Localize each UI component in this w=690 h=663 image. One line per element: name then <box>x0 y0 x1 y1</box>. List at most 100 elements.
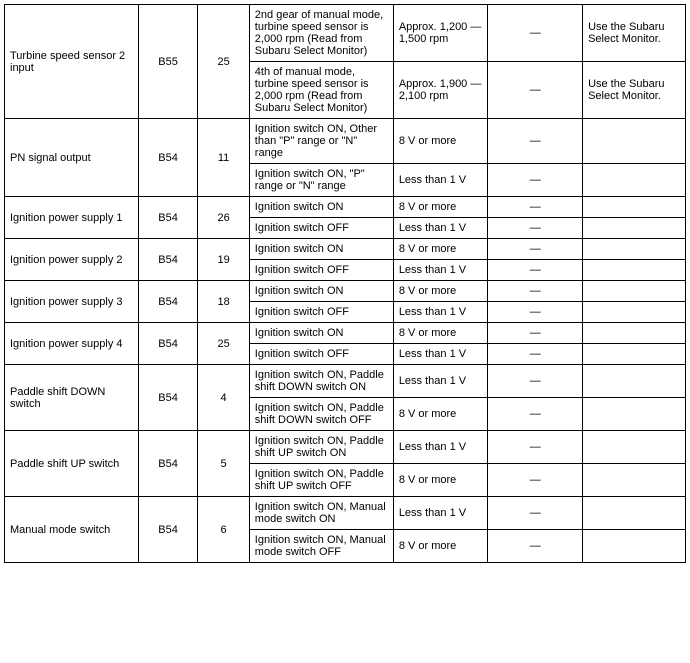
note-cell <box>583 344 686 365</box>
spec-cell: Less than 1 V <box>393 164 488 197</box>
spec-cell: Approx. 1,200 — 1,500 rpm <box>393 5 488 62</box>
condition-cell: Ignition switch ON <box>249 239 393 260</box>
resistance-cell: — <box>488 302 583 323</box>
spec-cell: Approx. 1,900 — 2,100 rpm <box>393 62 488 119</box>
connector-cell: B54 <box>138 431 198 497</box>
resistance-cell: — <box>488 239 583 260</box>
note-cell <box>583 119 686 164</box>
note-cell <box>583 323 686 344</box>
resistance-cell: — <box>488 464 583 497</box>
spec-cell: 8 V or more <box>393 281 488 302</box>
condition-cell: Ignition switch OFF <box>249 302 393 323</box>
table-row: Turbine speed sensor 2 inputB55252nd gea… <box>5 5 686 62</box>
resistance-cell: — <box>488 281 583 302</box>
condition-cell: Ignition switch ON, "P" range or "N" ran… <box>249 164 393 197</box>
terminal-cell: 26 <box>198 197 249 239</box>
note-cell <box>583 398 686 431</box>
resistance-cell: — <box>488 260 583 281</box>
connector-cell: B54 <box>138 365 198 431</box>
resistance-cell: — <box>488 197 583 218</box>
spec-cell: 8 V or more <box>393 197 488 218</box>
note-cell: Use the Subaru Select Monitor. <box>583 62 686 119</box>
note-cell <box>583 464 686 497</box>
resistance-cell: — <box>488 5 583 62</box>
table-row: Paddle shift UP switchB545Ignition switc… <box>5 431 686 464</box>
spec-cell: Less than 1 V <box>393 365 488 398</box>
note-cell <box>583 197 686 218</box>
terminal-cell: 25 <box>198 323 249 365</box>
connector-cell: B54 <box>138 281 198 323</box>
spec-cell: Less than 1 V <box>393 497 488 530</box>
resistance-cell: — <box>488 530 583 563</box>
condition-cell: Ignition switch ON, Paddle shift DOWN sw… <box>249 398 393 431</box>
resistance-cell: — <box>488 62 583 119</box>
resistance-cell: — <box>488 344 583 365</box>
condition-cell: Ignition switch OFF <box>249 260 393 281</box>
condition-cell: Ignition switch ON, Other than "P" range… <box>249 119 393 164</box>
terminal-cell: 18 <box>198 281 249 323</box>
resistance-cell: — <box>488 398 583 431</box>
condition-cell: Ignition switch ON <box>249 323 393 344</box>
condition-cell: 2nd gear of manual mode, turbine speed s… <box>249 5 393 62</box>
spec-cell: 8 V or more <box>393 119 488 164</box>
resistance-cell: — <box>488 365 583 398</box>
note-cell <box>583 302 686 323</box>
connector-cell: B55 <box>138 5 198 119</box>
terminal-cell: 11 <box>198 119 249 197</box>
note-cell: Use the Subaru Select Monitor. <box>583 5 686 62</box>
spec-cell: 8 V or more <box>393 530 488 563</box>
table-row: PN signal outputB5411Ignition switch ON,… <box>5 119 686 164</box>
resistance-cell: — <box>488 431 583 464</box>
condition-cell: Ignition switch ON, Paddle shift UP swit… <box>249 431 393 464</box>
connector-cell: B54 <box>138 497 198 563</box>
note-cell <box>583 497 686 530</box>
note-cell <box>583 431 686 464</box>
condition-cell: Ignition switch ON, Manual mode switch O… <box>249 530 393 563</box>
condition-cell: Ignition switch ON, Paddle shift UP swit… <box>249 464 393 497</box>
note-cell <box>583 260 686 281</box>
resistance-cell: — <box>488 164 583 197</box>
spec-cell: Less than 1 V <box>393 260 488 281</box>
spec-cell: 8 V or more <box>393 239 488 260</box>
spec-cell: Less than 1 V <box>393 218 488 239</box>
resistance-cell: — <box>488 323 583 344</box>
spec-cell: Less than 1 V <box>393 302 488 323</box>
terminal-cell: 19 <box>198 239 249 281</box>
connector-cell: B54 <box>138 323 198 365</box>
io-signal-table: Turbine speed sensor 2 inputB55252nd gea… <box>4 4 686 563</box>
resistance-cell: — <box>488 119 583 164</box>
terminal-cell: 4 <box>198 365 249 431</box>
table-row: Ignition power supply 4B5425Ignition swi… <box>5 323 686 344</box>
signal-name-cell: Paddle shift UP switch <box>5 431 139 497</box>
resistance-cell: — <box>488 218 583 239</box>
connector-cell: B54 <box>138 197 198 239</box>
note-cell <box>583 530 686 563</box>
terminal-cell: 25 <box>198 5 249 119</box>
spec-cell: 8 V or more <box>393 323 488 344</box>
table-row: Manual mode switchB546Ignition switch ON… <box>5 497 686 530</box>
condition-cell: 4th of manual mode, turbine speed sensor… <box>249 62 393 119</box>
note-cell <box>583 239 686 260</box>
spec-cell: Less than 1 V <box>393 344 488 365</box>
signal-name-cell: Ignition power supply 4 <box>5 323 139 365</box>
table-row: Ignition power supply 1B5426Ignition swi… <box>5 197 686 218</box>
signal-name-cell: Ignition power supply 3 <box>5 281 139 323</box>
resistance-cell: — <box>488 497 583 530</box>
condition-cell: Ignition switch OFF <box>249 218 393 239</box>
signal-name-cell: Turbine speed sensor 2 input <box>5 5 139 119</box>
table-row: Ignition power supply 2B5419Ignition swi… <box>5 239 686 260</box>
note-cell <box>583 218 686 239</box>
connector-cell: B54 <box>138 119 198 197</box>
spec-cell: 8 V or more <box>393 398 488 431</box>
terminal-cell: 5 <box>198 431 249 497</box>
signal-name-cell: Ignition power supply 2 <box>5 239 139 281</box>
terminal-cell: 6 <box>198 497 249 563</box>
condition-cell: Ignition switch ON, Paddle shift DOWN sw… <box>249 365 393 398</box>
signal-name-cell: Manual mode switch <box>5 497 139 563</box>
signal-name-cell: Ignition power supply 1 <box>5 197 139 239</box>
spec-cell: 8 V or more <box>393 464 488 497</box>
note-cell <box>583 281 686 302</box>
spec-cell: Less than 1 V <box>393 431 488 464</box>
signal-name-cell: PN signal output <box>5 119 139 197</box>
condition-cell: Ignition switch OFF <box>249 344 393 365</box>
